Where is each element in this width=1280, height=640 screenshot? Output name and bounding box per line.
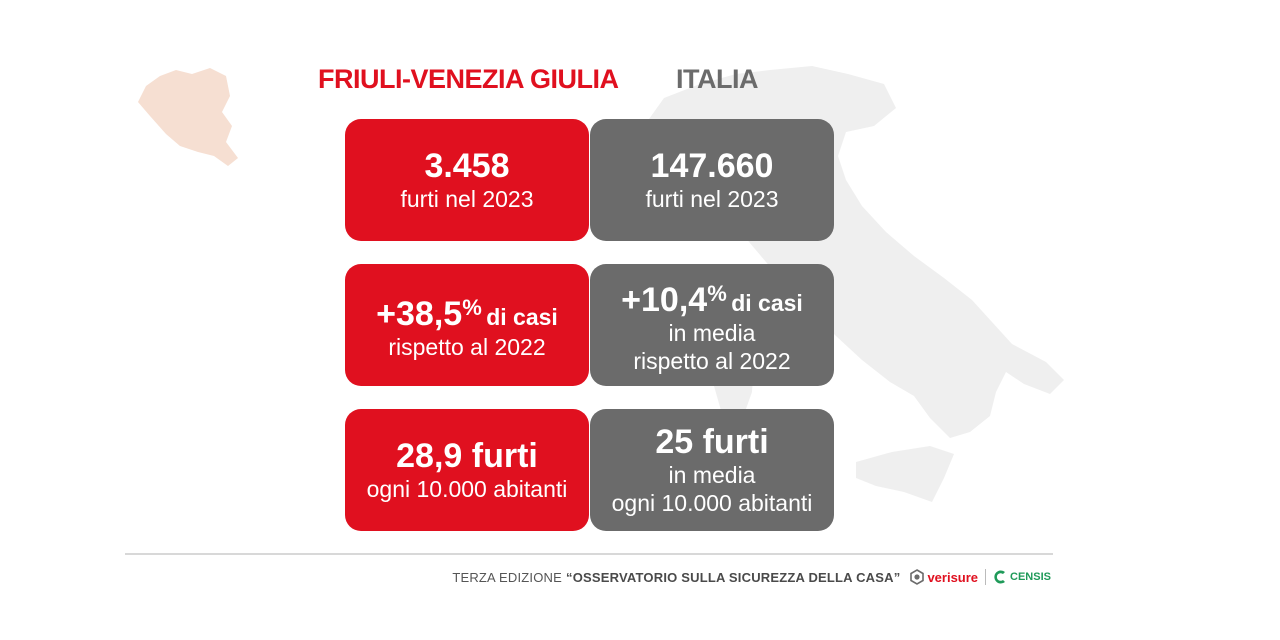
fvg-change-label: rispetto al 2022 — [388, 334, 546, 360]
header-italia: ITALIA — [676, 64, 758, 94]
italia-change-value: +10,4 — [621, 281, 708, 319]
fvg-thefts-value: 3.458 — [424, 147, 510, 185]
header-friuli-venezia-giulia: FRIULI-VENEZIA GIULIA — [318, 64, 619, 94]
italia-change-percent: % — [707, 281, 727, 306]
italia-card-rate: 25 furti in media ogni 10.000 abitanti — [590, 409, 834, 531]
fvg-card-thefts: 3.458 furti nel 2023 — [345, 119, 589, 241]
italia-rate-label: ogni 10.000 abitanti — [611, 490, 813, 516]
italia-card-thefts: 147.660 furti nel 2023 — [590, 119, 834, 241]
fvg-rate-value: 28,9 furti — [396, 437, 538, 475]
italia-change-label: rispetto al 2022 — [633, 348, 791, 374]
censis-logo: CENSIS — [993, 569, 1051, 585]
fvg-change-tail: di casi — [486, 304, 558, 330]
italia-change-headline: +10,4% di casi — [621, 275, 803, 319]
sicily-map — [856, 446, 954, 502]
fvg-change-percent: % — [462, 295, 482, 320]
fvg-card-rate: 28,9 furti ogni 10.000 abitanti — [345, 409, 589, 531]
italia-change-tail: di casi — [731, 290, 803, 316]
censis-emblem-icon — [994, 570, 1006, 584]
fvg-rate-label: ogni 10.000 abitanti — [366, 476, 568, 502]
footer-divider — [125, 553, 1053, 555]
logo-separator — [985, 569, 987, 585]
censis-logo-text: CENSIS — [1010, 571, 1051, 583]
italia-thefts-value: 147.660 — [650, 147, 774, 185]
fvg-change-value: +38,5 — [376, 295, 463, 333]
fvg-region-map — [138, 68, 238, 166]
footer-title: “OSSERVATORIO SULLA SICUREZZA DELLA CASA… — [566, 569, 901, 585]
footer-edition: TERZA EDIZIONE — [452, 569, 563, 585]
footer-credits: TERZA EDIZIONE “OSSERVATORIO SULLA SICUR… — [452, 569, 1051, 585]
italia-rate-average: in media — [668, 462, 756, 488]
fvg-thefts-label: furti nel 2023 — [400, 186, 534, 212]
verisure-logo-text: verisure — [927, 569, 979, 585]
italia-card-change: +10,4% di casi in media rispetto al 2022 — [590, 264, 834, 386]
fvg-change-headline: +38,5% di casi — [376, 289, 558, 333]
italia-thefts-label: furti nel 2023 — [645, 186, 779, 212]
italia-change-average: in media — [668, 320, 756, 346]
fvg-card-change: +38,5% di casi rispetto al 2022 — [345, 264, 589, 386]
verisure-logo: verisure — [909, 569, 978, 585]
verisure-emblem-icon — [910, 569, 925, 585]
italia-rate-value: 25 furti — [655, 423, 769, 461]
